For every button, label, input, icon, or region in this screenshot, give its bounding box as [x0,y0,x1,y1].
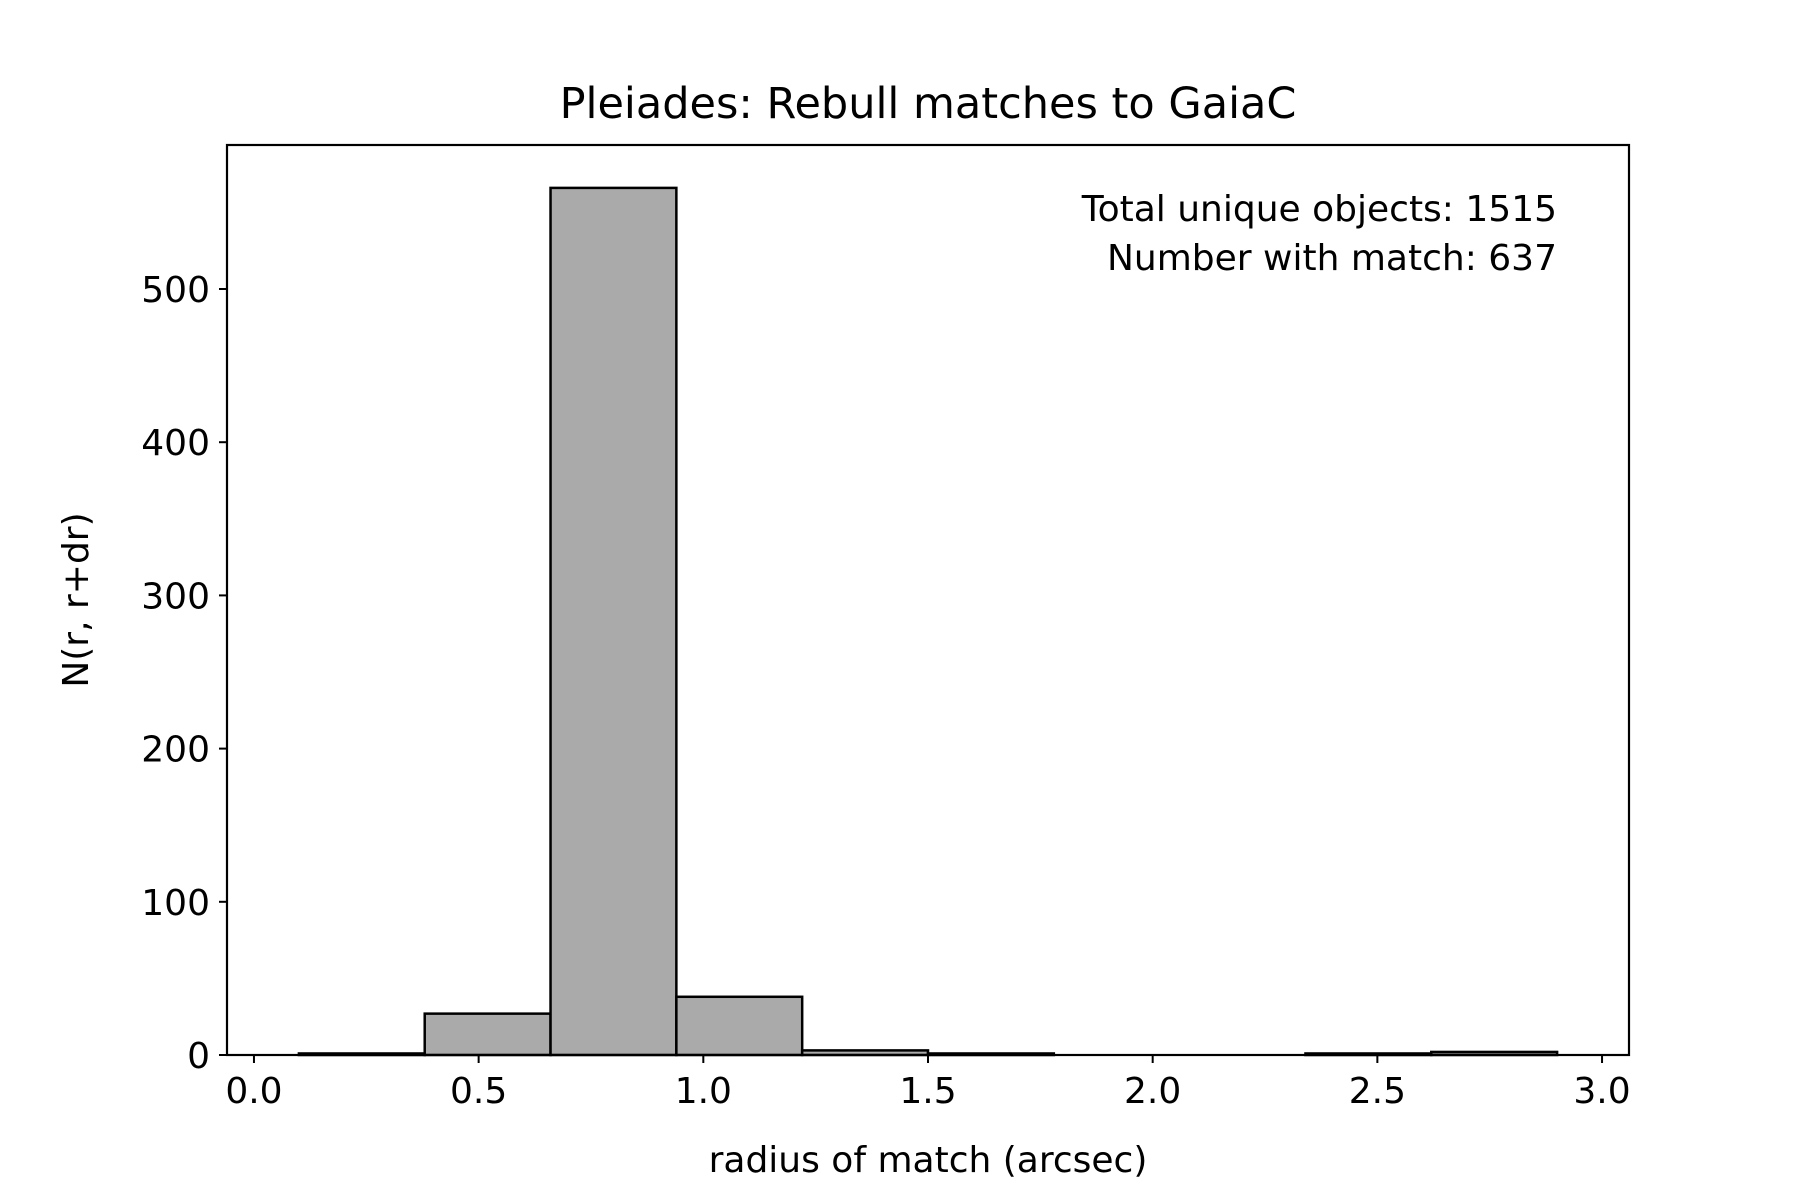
x-tick-label: 2.0 [1124,1071,1181,1112]
y-tick-label: 100 [141,883,210,924]
y-axis-ticks: 0 100 200 300 400 500 [141,270,227,1077]
x-tick-label: 1.0 [675,1071,732,1112]
x-tick-label: 0.5 [450,1071,507,1112]
annotation-total-unique: Total unique objects: 1515 [1081,189,1557,230]
x-tick-label: 0.0 [225,1071,282,1112]
x-tick-label: 3.0 [1573,1071,1630,1112]
histogram-bar [549,186,678,1057]
annotation-number-with-match: Number with match: 637 [1107,238,1557,279]
y-axis-label: N(r, r+dr) [56,512,97,687]
x-axis-label: radius of match (arcsec) [709,1140,1148,1181]
y-tick-label: 300 [141,576,210,617]
x-tick-label: 1.5 [899,1071,956,1112]
x-tick-label: 2.5 [1349,1071,1406,1112]
y-tick-label: 500 [141,270,210,311]
histogram-bar [675,995,804,1057]
histogram-bar [423,1012,552,1057]
y-tick-label: 400 [141,423,210,464]
chart-title: Pleiades: Rebull matches to GaiaC [560,79,1297,129]
y-tick-label: 200 [141,730,210,771]
y-tick-label: 0 [187,1036,210,1077]
x-axis-ticks: 0.0 0.5 1.0 1.5 2.0 2.5 3.0 [225,1055,1631,1112]
